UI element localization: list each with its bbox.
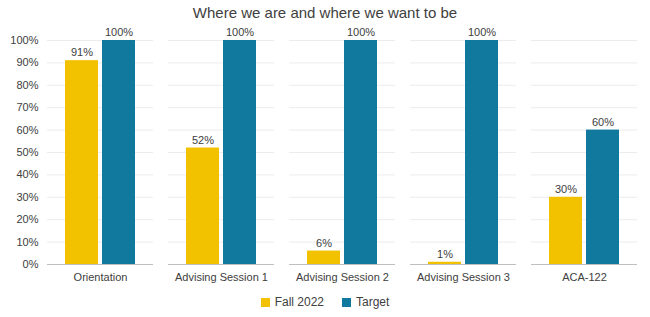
svg-text:20%: 20%	[16, 213, 38, 225]
svg-text:50%: 50%	[16, 146, 38, 158]
svg-text:ACA-122: ACA-122	[562, 271, 607, 283]
html-text:Target: Target	[356, 295, 390, 309]
svg-text:60%: 60%	[16, 124, 38, 136]
html-text:Where we are and where we want: Where we are and where we want to be	[192, 4, 458, 21]
svg-text:52%: 52%	[192, 134, 214, 146]
svg-text:Orientation: Orientation	[74, 271, 128, 283]
svg-text:90%: 90%	[16, 56, 38, 68]
svg-text:100%: 100%	[105, 26, 133, 38]
svg-text:80%: 80%	[16, 79, 38, 91]
html-text:Fall 2022: Fall 2022	[274, 295, 324, 309]
svg-text:0%: 0%	[23, 258, 39, 270]
svg-text:60%: 60%	[592, 116, 614, 128]
svg-text:91%: 91%	[71, 46, 93, 58]
svg-text:100%: 100%	[347, 26, 375, 38]
svg-text:10%: 10%	[16, 236, 38, 248]
svg-text:Advising Session 2: Advising Session 2	[296, 271, 389, 283]
svg-text:30%: 30%	[555, 183, 577, 195]
svg-text:6%: 6%	[316, 237, 332, 249]
svg-text:100%: 100%	[10, 34, 38, 46]
svg-text:1%: 1%	[437, 248, 453, 260]
svg-text:Advising Session 1: Advising Session 1	[175, 271, 268, 283]
svg-text:100%: 100%	[468, 26, 496, 38]
svg-text:40%: 40%	[16, 168, 38, 180]
svg-text:100%: 100%	[226, 26, 254, 38]
svg-text:70%: 70%	[16, 101, 38, 113]
svg-text:30%: 30%	[16, 191, 38, 203]
svg-text:Advising Session 3: Advising Session 3	[417, 271, 510, 283]
